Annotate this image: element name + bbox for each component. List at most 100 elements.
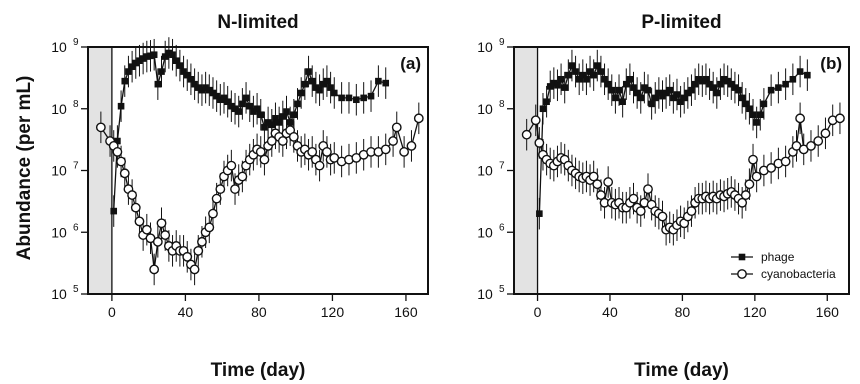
- data-point-phage: [158, 68, 165, 75]
- data-point-cyanobacteria: [686, 206, 697, 217]
- data-point-phage: [319, 80, 327, 88]
- data-point-phage: [749, 111, 757, 119]
- data-point-cyanobacteria: [127, 190, 138, 200]
- data-point-phage: [360, 94, 367, 102]
- data-point-phage: [235, 108, 243, 115]
- legend-marker-phage: [738, 253, 746, 261]
- data-point-cyanobacteria: [521, 129, 532, 140]
- data-point-phage: [767, 86, 775, 94]
- data-point-cyanobacteria: [322, 147, 332, 157]
- data-point-phage: [641, 84, 648, 91]
- data-point-cyanobacteria: [737, 197, 748, 208]
- data-point-phage: [121, 77, 129, 85]
- data-point-phage: [169, 51, 176, 59]
- data-point-phage: [568, 62, 576, 69]
- data-point-phage: [557, 75, 565, 83]
- data-point-phage: [666, 86, 674, 94]
- data-point-phage: [143, 53, 151, 60]
- data-point-phage: [117, 102, 125, 110]
- data-point-cyanobacteria: [751, 171, 762, 182]
- data-point-cyanobacteria: [211, 193, 222, 204]
- data-point-phage: [655, 89, 663, 97]
- data-point-cyanobacteria: [813, 136, 824, 146]
- data-point-cyanobacteria: [314, 160, 325, 171]
- data-point-phage: [139, 55, 147, 62]
- data-point-phage: [586, 68, 594, 75]
- y-tick-base: 10: [477, 101, 493, 117]
- data-point-phage: [597, 68, 605, 75]
- y-tick-exponent: 8: [499, 99, 505, 110]
- data-point-phage: [301, 80, 309, 88]
- data-point-phage: [205, 86, 213, 94]
- data-point-phage: [323, 77, 331, 85]
- y-tick-label: 10 7: [477, 161, 505, 179]
- data-point-phage: [804, 71, 811, 79]
- legend-marker-cyanobacteria: [737, 269, 747, 279]
- data-point-phage: [702, 75, 710, 83]
- data-point-cyanobacteria: [197, 236, 207, 247]
- x-tick-label: 40: [602, 304, 618, 320]
- y-tick-label: 10 8: [51, 99, 79, 117]
- y-tick-exponent: 7: [499, 161, 505, 172]
- data-point-phage: [695, 75, 703, 83]
- data-point-phage: [308, 77, 316, 85]
- data-point-cyanobacteria: [592, 179, 603, 190]
- data-point-phage: [717, 80, 724, 88]
- x-tick-label: 120: [321, 304, 345, 320]
- panel-label: (a): [400, 54, 421, 73]
- data-point-cyanobacteria: [748, 154, 758, 165]
- data-point-phage: [110, 207, 118, 215]
- y-tick-base: 10: [51, 163, 67, 179]
- data-point-phage: [353, 96, 360, 104]
- y-tick-label: 10 8: [477, 99, 505, 117]
- data-point-phage: [150, 51, 158, 59]
- data-point-cyanobacteria: [766, 163, 777, 173]
- data-point-phage: [572, 68, 579, 75]
- data-point-phage: [789, 75, 797, 83]
- data-point-phage: [172, 57, 180, 64]
- data-point-phage: [680, 94, 688, 102]
- data-point-phage: [250, 108, 257, 115]
- plot-frame: [87, 46, 429, 295]
- data-point-phage: [367, 92, 375, 100]
- data-point-phage: [213, 92, 220, 100]
- data-point-phage: [604, 80, 612, 88]
- data-point-cyanobacteria: [406, 141, 417, 151]
- y-tick-label: 10 5: [477, 284, 505, 302]
- data-point-phage: [742, 100, 750, 108]
- data-point-phage: [601, 75, 608, 83]
- data-point-phage: [593, 62, 601, 69]
- data-point-phage: [543, 98, 550, 106]
- data-point-phage: [662, 89, 670, 97]
- data-point-phage: [608, 86, 616, 94]
- data-point-phage: [615, 86, 623, 94]
- data-point-phage: [132, 59, 140, 67]
- data-point-phage: [546, 83, 554, 90]
- data-point-phage: [720, 75, 728, 83]
- y-tick-exponent: 9: [73, 37, 79, 48]
- panel-label: (b): [820, 54, 842, 73]
- data-point-phage: [165, 49, 173, 57]
- data-point-phage: [644, 86, 652, 94]
- data-point-phage: [724, 77, 731, 85]
- data-point-phage: [305, 68, 312, 75]
- data-point-phage: [283, 108, 290, 115]
- x-tick-label: 80: [675, 304, 691, 320]
- data-point-phage: [264, 119, 272, 126]
- data-point-phage: [670, 94, 677, 102]
- data-point-cyanobacteria: [388, 136, 398, 146]
- data-point-cyanobacteria: [182, 251, 193, 262]
- data-point-phage: [713, 89, 721, 97]
- data-point-cyanobacteria: [780, 156, 791, 167]
- data-point-cyanobacteria: [744, 179, 755, 190]
- x-tick-label: 160: [394, 304, 418, 320]
- data-point-cyanobacteria: [255, 147, 266, 157]
- data-point-phage: [228, 102, 235, 110]
- data-point-phage: [539, 105, 547, 113]
- data-point-phage: [684, 89, 692, 97]
- data-point-phage: [338, 94, 345, 102]
- data-point-phage: [756, 111, 764, 119]
- y-tick-label: 10 9: [477, 37, 505, 55]
- data-point-phage: [659, 92, 666, 100]
